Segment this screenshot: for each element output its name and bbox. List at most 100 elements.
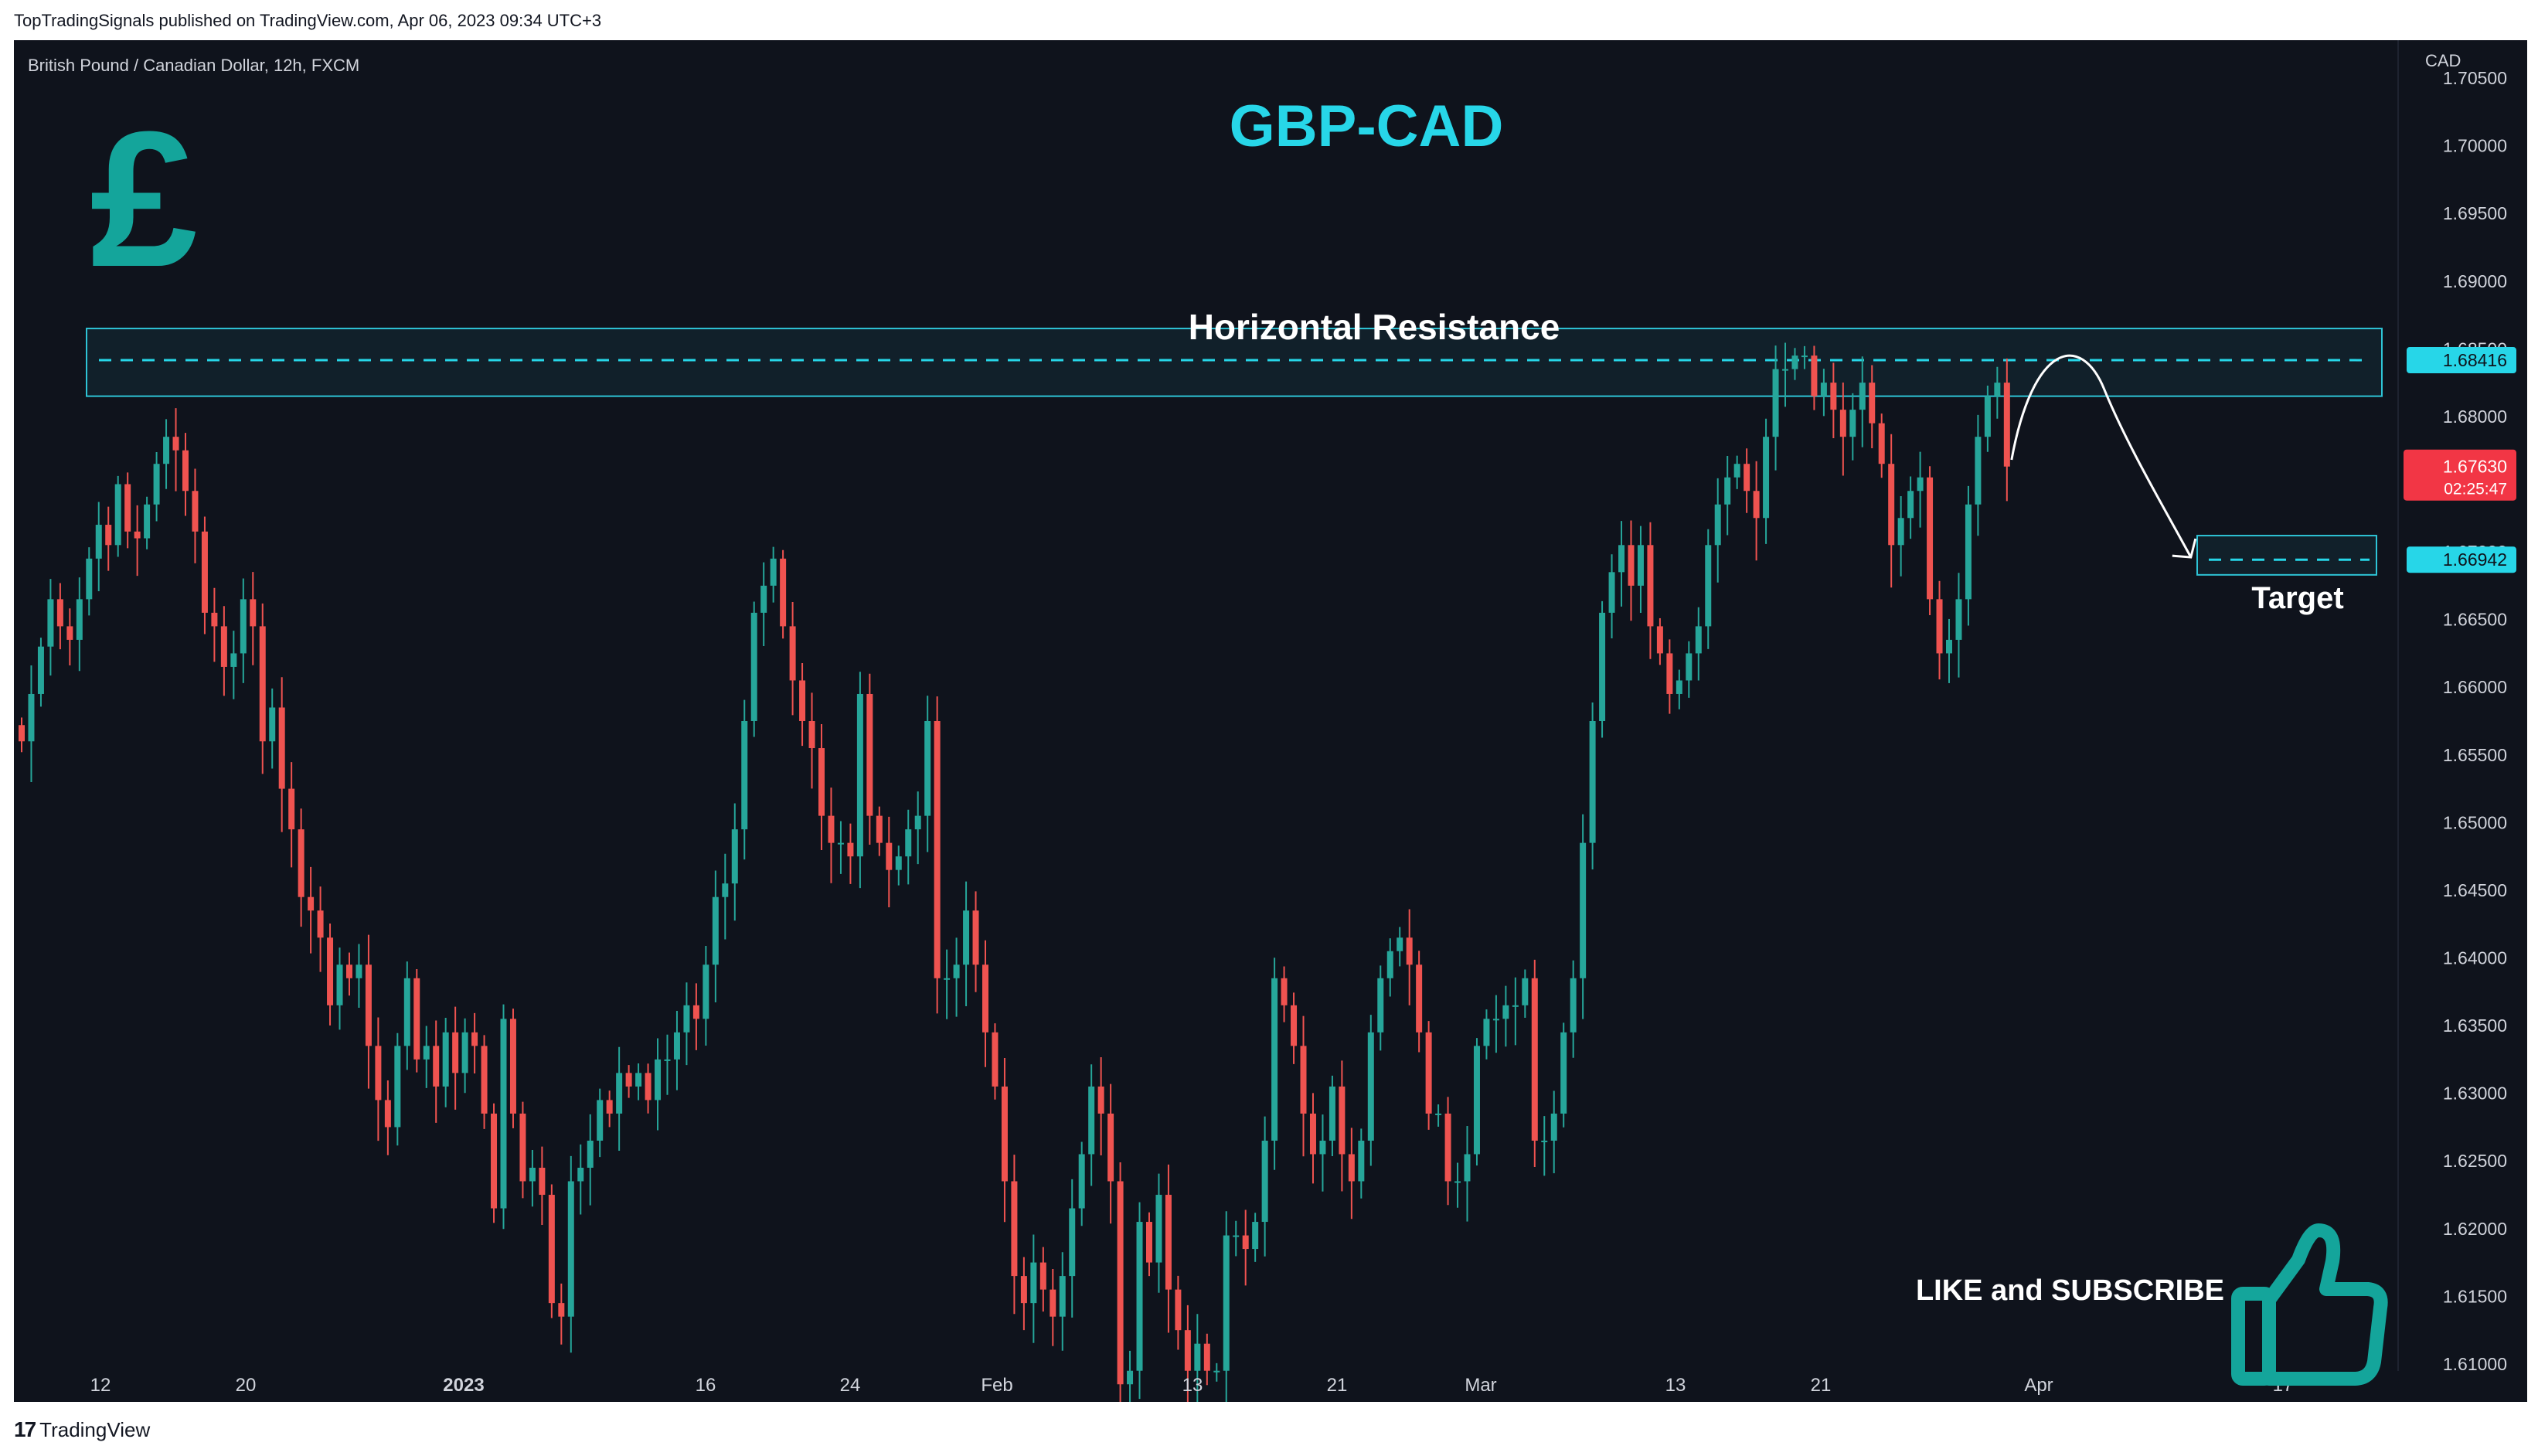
candle-body xyxy=(1869,383,1876,424)
candle-body xyxy=(1550,1113,1557,1141)
candle-body xyxy=(645,1073,652,1101)
candle-body xyxy=(683,1005,690,1032)
x-tick-label: 21 xyxy=(1811,1375,1832,1396)
y-tick-label: 1.63000 xyxy=(2443,1083,2507,1104)
candle-body xyxy=(423,1046,430,1060)
candle-body xyxy=(327,937,334,1005)
price-level-value: 1.68416 xyxy=(2443,350,2507,370)
y-tick-label: 1.62000 xyxy=(2443,1219,2507,1239)
candle-body xyxy=(1203,1343,1210,1371)
candle-body xyxy=(664,1059,671,1061)
currency-label: CAD xyxy=(2425,51,2461,70)
candle-body xyxy=(356,964,362,978)
candle-body xyxy=(1194,1343,1201,1371)
candle-body xyxy=(1907,491,1914,519)
candle-body xyxy=(1763,437,1770,519)
cta-label: LIKE and SUBSCRIBE xyxy=(1915,1274,2224,1307)
x-tick-label: 13 xyxy=(1182,1375,1203,1396)
candle-body xyxy=(2003,383,2010,467)
candle-body xyxy=(1088,1086,1095,1155)
candle-body xyxy=(1030,1262,1037,1304)
candle-body xyxy=(19,725,25,742)
candle-body xyxy=(567,1181,574,1317)
y-tick-label: 1.70000 xyxy=(2443,136,2507,156)
projection-arrow-head xyxy=(2172,538,2197,559)
candle-body xyxy=(1233,1235,1240,1237)
candle-body xyxy=(519,1113,526,1182)
candle-body xyxy=(1965,504,1972,600)
candle-body xyxy=(413,978,420,1060)
candle-body xyxy=(1541,1140,1548,1142)
x-tick-label: 24 xyxy=(840,1375,861,1396)
candle-body xyxy=(799,680,806,721)
candle-body xyxy=(1261,1140,1268,1223)
candle-body xyxy=(1637,545,1644,586)
y-tick-label: 1.69000 xyxy=(2443,271,2507,291)
candle-body xyxy=(837,842,844,845)
candle-body xyxy=(1599,612,1606,721)
candle-body xyxy=(905,829,912,857)
candle-body xyxy=(86,558,93,600)
candle-body xyxy=(780,558,787,627)
candle-body xyxy=(308,896,315,911)
candle-body xyxy=(934,721,941,978)
candle-body xyxy=(163,437,170,464)
candle-body xyxy=(28,693,35,742)
candle-body xyxy=(1291,1005,1298,1046)
candle-body xyxy=(1946,639,1952,654)
candle-body xyxy=(1897,518,1904,546)
candle-body xyxy=(1560,1032,1567,1114)
candle-body xyxy=(1127,1370,1134,1385)
candle-body xyxy=(577,1167,584,1182)
candle-body xyxy=(442,1032,449,1087)
candle-body xyxy=(866,693,873,816)
candle-body xyxy=(1744,464,1750,492)
candle-body xyxy=(500,1019,507,1209)
candle-body xyxy=(1927,477,1934,600)
candle-body xyxy=(1791,355,1798,369)
candle-body xyxy=(818,748,825,816)
candle-body xyxy=(1069,1208,1076,1277)
candle-body xyxy=(1242,1235,1249,1250)
candle-body xyxy=(1319,1140,1326,1155)
candle-body xyxy=(1705,545,1712,627)
candle-body xyxy=(992,1032,999,1087)
candle-body xyxy=(95,525,102,559)
y-tick-label: 1.63500 xyxy=(2443,1015,2507,1036)
candle-body xyxy=(1386,951,1393,978)
candle-body xyxy=(1955,599,1962,640)
candle-body xyxy=(1001,1086,1008,1182)
pound-sign-icon: £ xyxy=(90,102,197,287)
footer-brand: TradingView xyxy=(39,1417,151,1441)
resistance-label: Horizontal Resistance xyxy=(1188,307,1560,347)
x-tick-label: 16 xyxy=(696,1375,716,1396)
countdown-timer: 02:25:47 xyxy=(2444,481,2507,498)
candle-body xyxy=(1416,964,1423,1032)
candle-body xyxy=(1050,1289,1056,1317)
candle-body xyxy=(703,964,709,1019)
candle-body xyxy=(944,978,951,980)
footer-logo[interactable]: 17 TradingView xyxy=(14,1417,150,1442)
candle-body xyxy=(692,1005,699,1019)
chart-panel[interactable]: CAD1.705001.700001.695001.690001.685001.… xyxy=(14,40,2527,1402)
candle-body xyxy=(1628,545,1635,586)
x-tick-label: Apr xyxy=(2024,1375,2053,1396)
candle-body xyxy=(1888,464,1895,546)
candle-body xyxy=(278,707,285,789)
price-level-value: 1.66942 xyxy=(2443,549,2507,570)
y-tick-label: 1.64500 xyxy=(2443,880,2507,900)
candle-body xyxy=(914,815,921,830)
candle-body xyxy=(1811,355,1818,396)
candle-body xyxy=(259,626,266,742)
y-tick-label: 1.66500 xyxy=(2443,610,2507,630)
candle-body xyxy=(433,1046,440,1087)
candle-body xyxy=(1406,937,1413,965)
candlestick-plot[interactable]: CAD1.705001.700001.695001.690001.685001.… xyxy=(14,40,2527,1402)
current-price-tag xyxy=(2404,449,2516,501)
candle-body xyxy=(317,910,324,938)
candle-body xyxy=(1483,1019,1490,1046)
candle-body xyxy=(1608,572,1615,613)
candle-body xyxy=(1753,491,1760,519)
candle-body xyxy=(924,721,931,816)
candle-body xyxy=(1454,1181,1461,1183)
